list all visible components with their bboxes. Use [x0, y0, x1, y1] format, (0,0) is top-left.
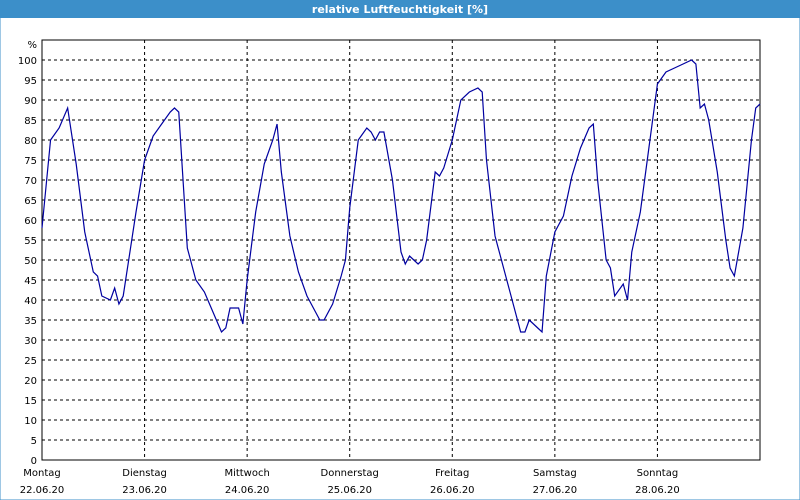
- y-tick-label: 10: [24, 416, 37, 427]
- data-line: [41, 59, 761, 334]
- y-tick-label: 75: [24, 156, 37, 167]
- y-tick-label: 40: [24, 296, 37, 307]
- y-tick-label: 15: [24, 396, 37, 407]
- plot-border: [41, 39, 761, 461]
- y-tick-label: 35: [24, 316, 37, 327]
- y-tick-label: 20: [24, 376, 37, 387]
- x-tick-label: Sonntag: [637, 468, 679, 479]
- x-tick-label: Mittwoch: [224, 468, 269, 479]
- y-tick-label: 30: [24, 336, 37, 347]
- x-tick-label: Montag: [23, 468, 60, 479]
- x-tick-date: 26.06.20: [430, 485, 475, 496]
- chart-title: relative Luftfeuchtigkeit [%]: [312, 3, 488, 16]
- y-tick-label: 70: [24, 176, 37, 187]
- x-tick-label: Donnerstag: [321, 468, 379, 479]
- x-tick-date: 23.06.20: [122, 485, 167, 496]
- title-bar: [0, 0, 800, 18]
- x-tick-label: Freitag: [435, 468, 469, 479]
- y-tick-label: 100: [18, 56, 37, 67]
- y-tick-label: 25: [24, 356, 37, 367]
- y-tick-label: 0: [31, 456, 37, 467]
- y-tick-label: 60: [24, 216, 37, 227]
- y-tick-label: 50: [24, 256, 37, 267]
- y-tick-label: 5: [31, 436, 37, 447]
- x-tick-date: 28.06.20: [635, 485, 680, 496]
- y-tick-label: 95: [24, 76, 37, 87]
- x-tick-date: 25.06.20: [327, 485, 372, 496]
- x-tick-date: 27.06.20: [533, 485, 578, 496]
- x-tick-date: 22.06.20: [20, 485, 65, 496]
- y-tick-label: 65: [24, 196, 37, 207]
- y-tick-label: 90: [24, 96, 37, 107]
- y-tick-label: 45: [24, 276, 37, 287]
- x-tick-label: Dienstag: [122, 468, 167, 479]
- y-tick-label: 55: [24, 236, 37, 247]
- x-tick-date: 24.06.20: [225, 485, 270, 496]
- y-axis-label: %: [27, 40, 37, 51]
- x-tick-label: Samstag: [533, 468, 577, 479]
- y-tick-label: 80: [24, 136, 37, 147]
- y-tick-label: 85: [24, 116, 37, 127]
